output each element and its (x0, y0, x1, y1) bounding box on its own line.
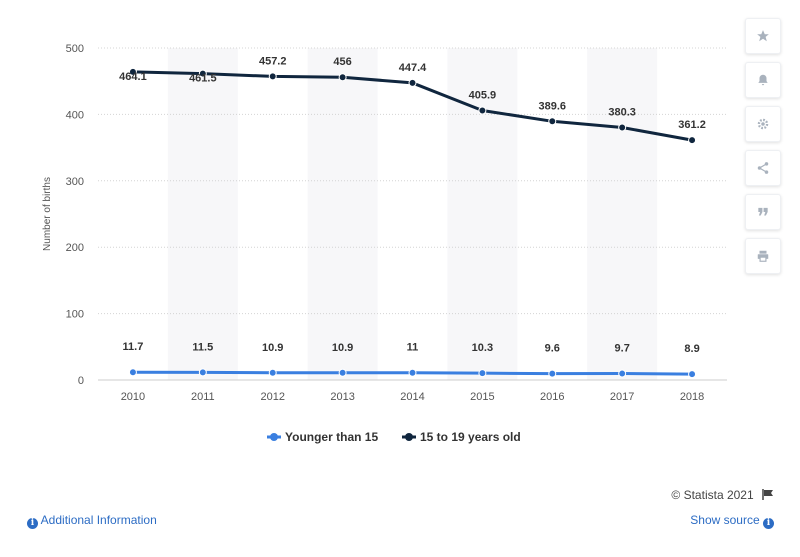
data-label: 380.3 (608, 106, 636, 118)
y-tick-label: 200 (66, 242, 84, 254)
star-icon (757, 30, 769, 42)
additional-information-label: Additional Information (40, 513, 157, 527)
legend-swatch-marker (405, 433, 413, 441)
data-point (338, 368, 347, 377)
data-label: 456 (333, 56, 351, 68)
data-point (478, 106, 487, 115)
print-icon (757, 250, 769, 262)
data-point (408, 368, 417, 377)
data-label: 9.6 (545, 343, 560, 355)
show-source-link[interactable]: Show source i (690, 513, 774, 529)
data-label: 9.7 (615, 343, 630, 355)
data-label: 389.6 (539, 100, 567, 112)
x-tick-label: 2012 (260, 391, 284, 403)
data-point (548, 117, 557, 126)
data-label: 11 (407, 342, 419, 354)
side-toolbar (745, 18, 781, 282)
info-icon: i (27, 518, 38, 529)
cite-button[interactable] (745, 194, 781, 230)
x-tick-label: 2014 (400, 391, 424, 403)
data-point (198, 69, 207, 78)
x-tick-label: 2010 (121, 391, 145, 403)
x-tick-label: 2015 (470, 391, 494, 403)
x-tick-label: 2018 (680, 391, 704, 403)
legend-label: Younger than 15 (285, 430, 378, 444)
line-chart: 0 100 200 300 400 500 Number of births 2010 2011… (42, 43, 727, 444)
y-tick-label: 100 (66, 309, 84, 321)
data-point (548, 369, 557, 378)
data-point (478, 369, 487, 378)
data-label: 10.3 (472, 342, 493, 354)
flag-icon (762, 489, 774, 503)
data-point (688, 136, 697, 145)
share-icon (757, 162, 769, 174)
y-tick-label: 500 (66, 43, 84, 55)
data-point (408, 78, 417, 87)
data-label: 8.9 (684, 343, 699, 355)
share-button[interactable] (745, 150, 781, 186)
data-label: 447.4 (399, 62, 427, 74)
data-point (128, 368, 137, 377)
data-label: 10.9 (262, 342, 283, 354)
data-point (338, 73, 347, 82)
data-label: 11.7 (123, 341, 144, 353)
data-point (618, 123, 627, 132)
show-source-label: Show source (690, 513, 760, 527)
x-tick-label: 2013 (330, 391, 354, 403)
data-label: 461.5 (189, 73, 217, 85)
y-tick-label: 300 (66, 176, 84, 188)
print-button[interactable] (745, 238, 781, 274)
info-icon: i (763, 518, 774, 529)
x-tick-label: 2011 (191, 391, 215, 403)
quote-icon (758, 207, 768, 216)
data-label: 361.2 (678, 119, 706, 131)
data-point (128, 67, 137, 76)
credit-text: © Statista 2021 (671, 488, 754, 502)
column-band (447, 48, 518, 380)
column-band (167, 48, 238, 380)
data-point (688, 370, 697, 379)
statista-credit[interactable]: © Statista 2021 (671, 488, 774, 503)
additional-information-link[interactable]: i Additional Information (27, 513, 157, 529)
data-label: 11.5 (192, 341, 213, 353)
data-label: 457.2 (259, 55, 287, 67)
settings-button[interactable] (745, 106, 781, 142)
y-tick-label: 0 (78, 375, 84, 387)
favorite-button[interactable] (745, 18, 781, 54)
data-point (618, 369, 627, 378)
column-band (587, 48, 658, 380)
data-label: 10.9 (332, 342, 353, 354)
y-axis-title: Number of births (42, 177, 53, 251)
x-tick-label: 2017 (610, 391, 634, 403)
data-point (198, 368, 207, 377)
gear-icon (757, 118, 769, 130)
x-tick-label: 2016 (540, 391, 564, 403)
legend-label: 15 to 19 years old (420, 430, 521, 444)
data-label: 405.9 (469, 89, 497, 101)
data-point (268, 368, 277, 377)
legend-swatch-marker (270, 433, 278, 441)
y-tick-label: 400 (66, 109, 84, 121)
bell-icon (758, 74, 768, 86)
data-label: 464.1 (119, 71, 147, 83)
notification-button[interactable] (745, 62, 781, 98)
data-point (268, 72, 277, 81)
column-band (307, 48, 378, 380)
